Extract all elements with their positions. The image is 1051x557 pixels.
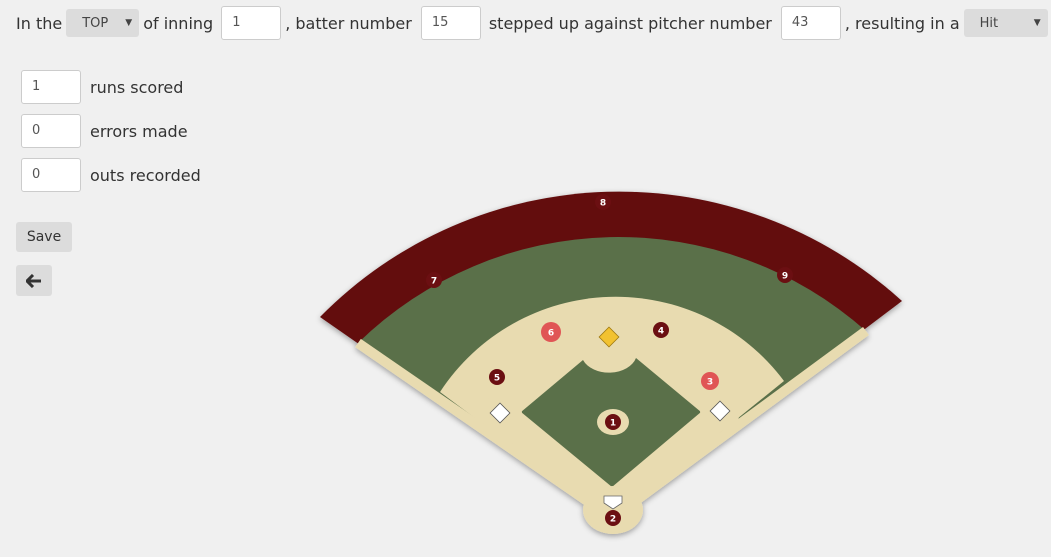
fielder-second-base[interactable]: 4 (653, 322, 669, 338)
half-inning-select[interactable]: TOP ▼ (66, 9, 140, 37)
sentence-of-inning: of inning (143, 13, 214, 33)
fielder-left-field[interactable]: 7 (426, 272, 442, 288)
fielder-marker-circle (595, 194, 611, 210)
half-inning-value: TOP (82, 15, 109, 31)
sentence-pitcher: stepped up against pitcher number (488, 13, 772, 33)
third-base[interactable] (489, 402, 511, 424)
batter-number-input[interactable]: 15 (420, 6, 481, 40)
errors-label: errors made (90, 121, 188, 141)
fielder-marker-circle (489, 369, 505, 385)
first-base[interactable] (709, 400, 731, 422)
fielder-catcher[interactable]: 2 (605, 510, 621, 526)
sentence-batter: , batter number (285, 13, 412, 33)
fielder-marker-circle (653, 322, 669, 338)
sentence-result: , resulting in a (844, 13, 960, 33)
outs-input[interactable]: 0 (21, 158, 81, 192)
fielder-right-field[interactable]: 9 (777, 267, 793, 283)
third-base-line (355, 338, 615, 523)
fielder-marker-circle (541, 322, 561, 342)
fielder-marker-circle (701, 372, 719, 390)
fielder-number: 7 (431, 276, 437, 286)
fielder-first-base[interactable]: 3 (701, 372, 719, 390)
fielder-marker-circle (605, 414, 621, 430)
first-base-line (609, 326, 869, 523)
chevron-down-icon: ▼ (1033, 18, 1041, 28)
errors-input[interactable]: 0 (21, 114, 81, 148)
outs-row: 0 outs recorded (21, 158, 201, 192)
fielder-marker-circle (605, 510, 621, 526)
runs-row: 1 runs scored (21, 70, 183, 104)
fielder-number: 1 (610, 418, 616, 428)
second-base[interactable] (598, 326, 620, 348)
save-button[interactable]: Save (16, 222, 72, 252)
fielder-center-field[interactable]: 8 (595, 194, 611, 210)
fielder-number: 8 (600, 198, 606, 208)
arrow-left-icon (26, 273, 41, 288)
fielder-number: 3 (707, 377, 713, 387)
fielder-number: 2 (610, 514, 616, 524)
fielder-marker-circle (777, 267, 793, 283)
fielder-number: 5 (494, 373, 500, 383)
pitcher-number-input[interactable]: 43 (780, 6, 841, 40)
sentence-prefix: In the (16, 13, 63, 33)
result-value: Hit (979, 15, 999, 31)
play-sentence: In the TOP ▼ of inning 1 , batter number… (16, 6, 1048, 40)
runs-input[interactable]: 1 (21, 70, 81, 104)
outs-label: outs recorded (90, 165, 201, 185)
fielder-number: 4 (658, 326, 664, 336)
home-plate[interactable] (603, 495, 623, 510)
fielder-number: 9 (782, 271, 788, 281)
errors-row: 0 errors made (21, 114, 188, 148)
runs-label: runs scored (90, 77, 184, 97)
fielder-marker-circle (426, 272, 442, 288)
result-select[interactable]: Hit ▼ (963, 9, 1048, 37)
chevron-down-icon: ▼ (125, 18, 133, 28)
fielder-shortstop[interactable]: 6 (541, 322, 561, 342)
back-button[interactable] (16, 265, 52, 296)
fielder-third-base[interactable]: 5 (489, 369, 505, 385)
fielder-number: 6 (548, 328, 554, 338)
fielder-pitcher[interactable]: 1 (605, 414, 621, 430)
inning-input[interactable]: 1 (221, 6, 282, 40)
fielder-markers: 1 2 3 4 5 6 7 8 9 (426, 194, 793, 526)
